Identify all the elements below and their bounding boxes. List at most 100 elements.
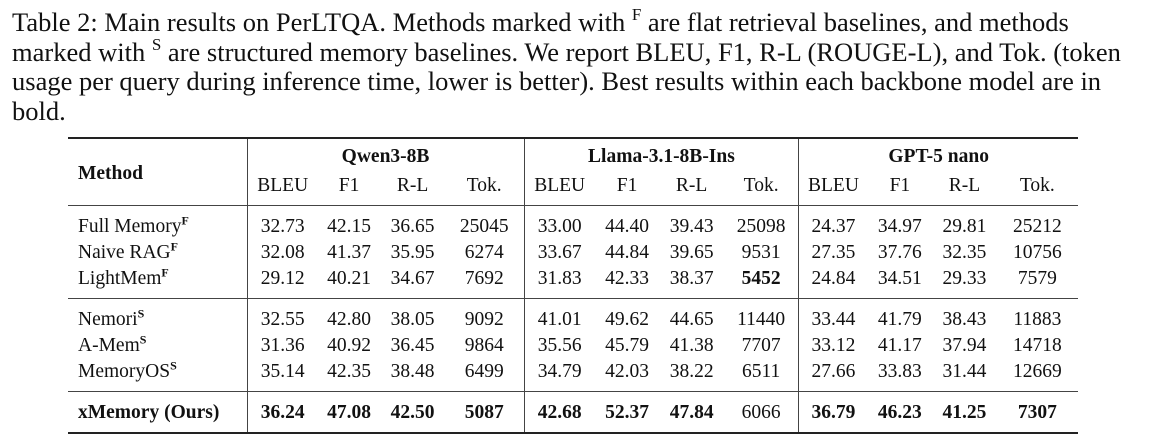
metric-header: BLEU xyxy=(523,171,595,206)
value-cell: 41.37 xyxy=(327,242,372,263)
table-row: Naive RAGF 32.08 41.37 35.95 6274 33.67 44.84 3… xyxy=(68,240,1078,266)
value-cell: 27.35 xyxy=(798,240,868,266)
model-header: GPT-5 nano xyxy=(798,137,1078,171)
metric-header: Tok. xyxy=(1019,175,1055,196)
method-label: A-Mem xyxy=(78,335,140,356)
value-cell: 35.56 xyxy=(523,333,595,359)
value-cell: 32.73 xyxy=(246,205,318,240)
method-label: xMemory (Ours) xyxy=(78,402,220,423)
value-cell: 41.79 xyxy=(867,298,933,333)
method-label: LightMem xyxy=(78,268,162,289)
value-cell: 49.62 xyxy=(594,298,660,333)
value-cell: 39.43 xyxy=(659,205,724,240)
value-cell: 38.22 xyxy=(669,361,714,382)
value-cell: 6066 xyxy=(723,391,799,433)
value-cell: 24.37 xyxy=(798,205,868,240)
caption-middle: are flat retrieval baselines, and method… xyxy=(12,7,1069,67)
value-cell: 7579 xyxy=(1017,268,1057,289)
table-row: MemoryOSS 35.14 42.35 38.48 6499 34.79 42.03 38… xyxy=(68,359,1078,392)
value-cell: 42.03 xyxy=(605,361,650,382)
model-header: Llama-3.1-8B-Ins xyxy=(523,137,799,171)
value-cell: 39.65 xyxy=(669,242,714,263)
value-cell: 41.25 xyxy=(932,391,997,433)
value-cell: 38.43 xyxy=(932,298,997,333)
value-cell: 34.51 xyxy=(877,268,922,289)
value-cell: 7707 xyxy=(741,335,781,356)
method-mark: S xyxy=(170,358,177,373)
value-cell: 31.83 xyxy=(523,266,595,299)
value-cell: 40.21 xyxy=(327,268,372,289)
metric-header: F1 xyxy=(889,175,911,196)
struct-mark: S xyxy=(151,34,162,54)
header-row-metrics: BLEU F1 R-L Tok. BLEU F1 R-L Tok. BLEU F1 R-L Tok. xyxy=(68,171,1078,206)
model-header: Qwen3-8B xyxy=(246,137,525,171)
value-cell: 36.45 xyxy=(390,335,435,356)
value-cell: 36.24 xyxy=(246,391,318,433)
value-cell: 25212 xyxy=(996,205,1078,240)
value-cell: 35.95 xyxy=(390,242,435,263)
method-header: Method xyxy=(68,137,248,206)
value-cell: 45.79 xyxy=(605,335,650,356)
method-mark: F xyxy=(181,213,189,228)
results-table: Method Qwen3-8B Llama-3.1-8B-Ins GPT-5 nano… xyxy=(68,137,1078,434)
method-name: NemoriS xyxy=(68,298,248,333)
method-mark: S xyxy=(137,306,145,321)
value-cell: 42.33 xyxy=(605,268,650,289)
method-name: MemoryOSS xyxy=(68,359,247,392)
method-mark: S xyxy=(139,332,147,347)
value-cell: 25045 xyxy=(444,205,525,240)
method-label: Naive RAG xyxy=(78,242,171,263)
value-cell: 37.76 xyxy=(877,242,922,263)
results-table-wrap: Method Qwen3-8B Llama-3.1-8B-Ins GPT-5 nano… xyxy=(68,137,1078,434)
value-cell: 42.80 xyxy=(317,298,381,333)
value-cell: 11883 xyxy=(996,298,1078,333)
value-cell: 44.40 xyxy=(594,205,660,240)
metric-header: F1 xyxy=(616,175,638,196)
value-cell: 6499 xyxy=(464,361,504,382)
value-cell: 24.84 xyxy=(798,266,868,299)
method-name: LightMemF xyxy=(68,266,247,299)
table-row: NemoriS 32.55 42.80 38.05 9092 41.01 49.62 44.6… xyxy=(68,298,1078,333)
value-cell: 38.05 xyxy=(380,298,445,333)
value-cell: 38.48 xyxy=(390,361,435,382)
value-cell: 36.79 xyxy=(798,391,868,433)
header-row-models: Method Qwen3-8B Llama-3.1-8B-Ins GPT-5 nano xyxy=(68,137,1078,206)
value-cell: 34.79 xyxy=(523,359,595,392)
value-cell: 32.08 xyxy=(246,240,318,266)
method-label: Nemori xyxy=(78,309,138,330)
table-row: Full MemoryF 32.73 42.15 36.65 25045 33.00 44.… xyxy=(68,205,1078,240)
metric-header: R-L xyxy=(396,175,429,196)
table-row: LightMemF 29.12 40.21 34.67 7692 31.83 42.33 38… xyxy=(68,266,1078,299)
value-cell: 9092 xyxy=(444,298,525,333)
method-mark: F xyxy=(170,239,178,254)
metric-header: Tok. xyxy=(743,175,779,196)
table-row: xMemory (Ours) 36.24 47.08 42.50 5087 42.68 52… xyxy=(68,391,1078,433)
value-cell: 47.08 xyxy=(317,391,381,433)
value-cell: 29.12 xyxy=(246,266,318,299)
value-cell: 31.44 xyxy=(942,361,987,382)
value-cell: 44.84 xyxy=(605,242,650,263)
value-cell: 7692 xyxy=(464,268,504,289)
metric-header: BLEU xyxy=(246,171,318,206)
method-name: A-MemS xyxy=(68,333,247,359)
flat-mark: F xyxy=(631,5,642,24)
value-cell: 25098 xyxy=(723,205,799,240)
metric-header: R-L xyxy=(948,175,981,196)
value-cell: 34.97 xyxy=(867,205,933,240)
value-cell: 41.17 xyxy=(877,335,922,356)
value-cell: 42.50 xyxy=(380,391,445,433)
value-cell: 47.84 xyxy=(659,391,724,433)
caption-lead: Table 2: Main results on PerLTQA. Method… xyxy=(12,7,632,37)
value-cell: 33.67 xyxy=(523,240,595,266)
value-cell: 9864 xyxy=(464,335,504,356)
method-label: MemoryOS xyxy=(78,361,171,382)
table-row: A-MemS 31.36 40.92 36.45 9864 35.56 45.79 41.38… xyxy=(68,333,1078,359)
table-caption: Table 2: Main results on PerLTQA. Method… xyxy=(12,5,1142,126)
metric-header: R-L xyxy=(675,175,708,196)
value-cell: 41.01 xyxy=(523,298,595,333)
value-cell: 12669 xyxy=(1012,361,1062,382)
value-cell: 11440 xyxy=(723,298,799,333)
value-cell: 40.92 xyxy=(327,335,372,356)
method-name: Naive RAGF xyxy=(68,240,247,266)
metric-header: F1 xyxy=(338,175,360,196)
